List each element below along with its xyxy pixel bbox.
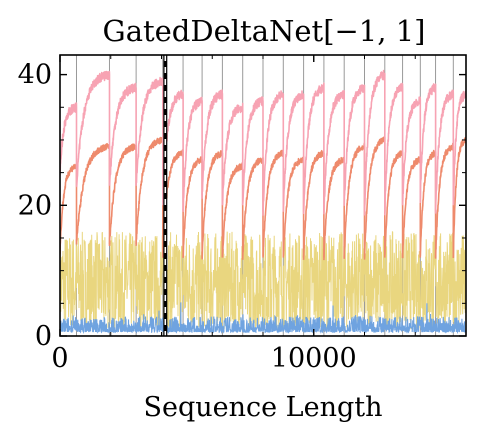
series-orange-segment-0 <box>60 163 78 255</box>
series-pink-segment-19 <box>452 90 466 205</box>
series-orange-segment-12 <box>323 156 346 261</box>
series-orange-segment-8 <box>241 157 264 260</box>
series-orange-segment-19 <box>452 136 466 259</box>
series-pink-segment-18 <box>434 89 455 214</box>
series-pink-segment-7 <box>221 102 244 206</box>
series-pink-segment-13 <box>343 84 366 212</box>
series-orange-segment-15 <box>384 149 404 258</box>
y-tick-label-0: 0 <box>35 321 52 352</box>
series-pink-segment-11 <box>302 82 325 215</box>
x-tick-label-1: 10000 <box>271 343 357 374</box>
series-orange-segment-18 <box>434 142 455 259</box>
series-orange-segment-14 <box>363 136 386 260</box>
series-layer <box>60 69 466 335</box>
series-orange-segment-13 <box>343 142 366 259</box>
series-pink-segment-1 <box>75 70 111 188</box>
series-orange-segment-17 <box>419 149 437 258</box>
series-orange-segment-6 <box>201 150 224 260</box>
series-pink-segment-17 <box>419 83 437 212</box>
series-pink-segment-14 <box>363 69 386 216</box>
x-tick-label-0: 0 <box>51 343 68 374</box>
series-orange-segment-11 <box>302 149 325 260</box>
series-pink-segment-8 <box>241 96 264 212</box>
axis-ticks: 0 20 40 0 10000 <box>18 55 466 374</box>
series-pink-segment-10 <box>282 90 305 212</box>
y-tick-label-2: 40 <box>18 60 52 91</box>
series-orange-segment-1 <box>75 142 111 245</box>
series-yellow-line <box>60 231 466 330</box>
series-pink-segment-6 <box>201 89 224 206</box>
chart-title: GatedDeltaNet[−1, 1] <box>103 14 426 48</box>
series-pink-segment-16 <box>401 96 422 203</box>
series-orange-segment-3 <box>135 136 164 258</box>
series-orange-segment-7 <box>221 162 244 258</box>
series-orange-segment-16 <box>401 156 422 259</box>
series-pink-segment-3 <box>135 76 164 206</box>
series-orange-segment-5 <box>182 156 203 258</box>
series-orange-segment-10 <box>282 155 305 258</box>
y-tick-label-1: 20 <box>18 190 52 221</box>
series-pink-segment-15 <box>384 82 404 216</box>
series-pink-segment-2 <box>108 82 137 186</box>
series-pink-segment-0 <box>60 102 78 186</box>
series-blue-line <box>60 302 466 335</box>
series-pink-segment-5 <box>182 96 203 212</box>
x-axis-label: Sequence Length <box>143 392 382 423</box>
series-orange-segment-9 <box>262 149 285 258</box>
series-orange-segment-2 <box>108 143 137 247</box>
series-pink-segment-12 <box>323 90 346 215</box>
series-pink-segment-9 <box>262 90 285 216</box>
